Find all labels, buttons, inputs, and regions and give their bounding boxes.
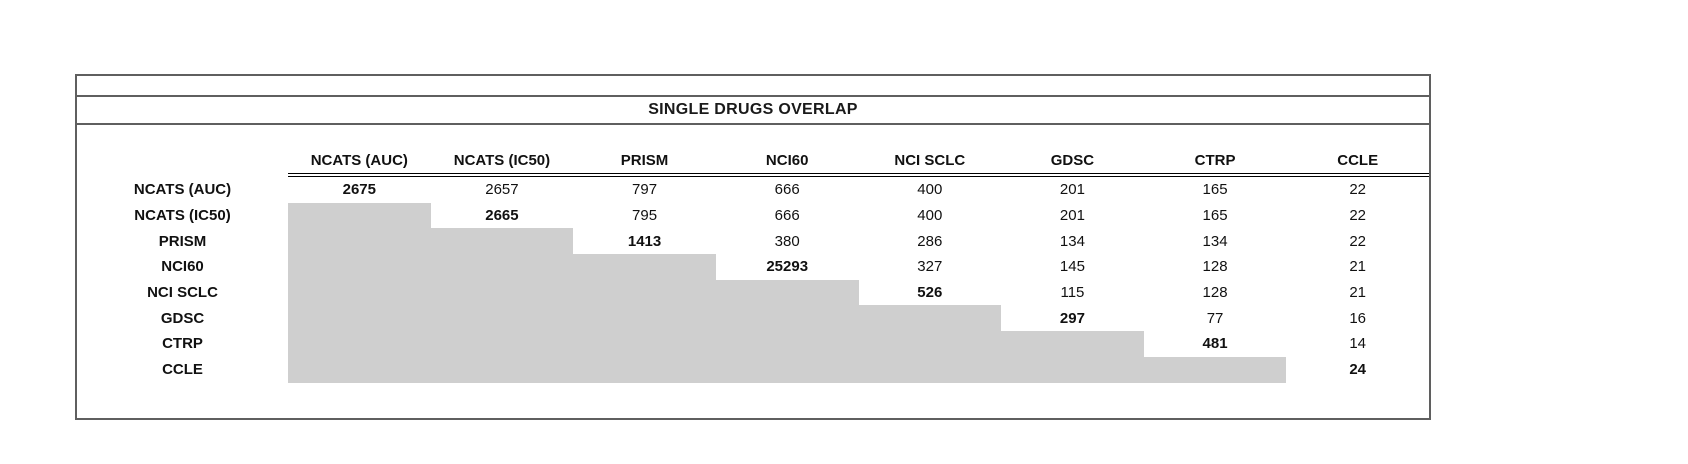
row-label: NCATS (AUC) [133, 181, 232, 199]
matrix-cell [715, 279, 859, 306]
matrix-cell: 22 [1349, 207, 1367, 225]
matrix-cell [1143, 356, 1287, 383]
row-label: PRISM [158, 232, 207, 250]
matrix-cell [573, 305, 716, 332]
matrix-cell [430, 279, 574, 306]
matrix-cell [288, 331, 431, 357]
matrix-cell: 666 [774, 207, 800, 225]
column-header: CTRP [1143, 145, 1287, 177]
table-title: SINGLE DRUGS OVERLAP [648, 101, 858, 118]
matrix-cell: 201 [1059, 207, 1085, 225]
column-header: NCATS (AUC) [288, 145, 431, 177]
matrix-cell [288, 202, 431, 229]
matrix-cell: 1413 [627, 232, 662, 250]
matrix-cell: 24 [1349, 361, 1367, 379]
matrix-cell: 400 [917, 207, 943, 225]
row-label: NCI60 [161, 258, 204, 276]
matrix-cell: 14 [1349, 335, 1367, 353]
matrix-cell [288, 228, 431, 255]
matrix-cell [288, 279, 431, 306]
matrix-cell [573, 279, 716, 306]
matrix-cell [1001, 356, 1144, 383]
matrix-cell [430, 331, 574, 357]
matrix-cell [1001, 331, 1144, 357]
matrix-cell [430, 356, 574, 383]
matrix-cell [573, 331, 716, 357]
overlap-matrix: NCATS (AUC) NCATS (IC50) PRISM NCI60 NCI SCL… [77, 145, 1429, 383]
matrix-cell: 128 [1202, 284, 1228, 302]
matrix-cell: 77 [1206, 309, 1224, 327]
matrix-cell: 797 [632, 181, 658, 199]
matrix-cell: 21 [1349, 284, 1367, 302]
matrix-cell: 16 [1349, 309, 1367, 327]
matrix-cell: 134 [1202, 232, 1228, 250]
row-label: CTRP [162, 335, 203, 353]
matrix-cell [858, 331, 1002, 357]
matrix-cell: 165 [1202, 181, 1228, 199]
matrix-cell [715, 356, 859, 383]
matrix-cell: 2657 [485, 181, 519, 199]
matrix-cell [288, 254, 431, 280]
matrix-cell [288, 356, 431, 383]
table-top-band [77, 76, 1429, 97]
matrix-cell: 2665 [485, 207, 519, 225]
matrix-cell: 165 [1202, 207, 1228, 225]
matrix-cell [573, 356, 716, 383]
matrix-cell: 145 [1059, 258, 1085, 276]
column-header: NCI SCLC [858, 145, 1002, 177]
matrix-cell: 2675 [342, 181, 376, 199]
matrix-cell: 201 [1059, 181, 1085, 199]
matrix-cell [430, 254, 574, 280]
matrix-cell: 666 [774, 181, 800, 199]
matrix-cell: 22 [1349, 181, 1367, 199]
matrix-cell: 115 [1060, 284, 1085, 302]
column-header: NCATS (IC50) [430, 145, 574, 177]
matrix-cell [715, 331, 859, 357]
matrix-cell: 286 [917, 232, 943, 250]
matrix-cell: 481 [1202, 335, 1228, 353]
row-label: NCATS (IC50) [134, 207, 231, 225]
column-header: CCLE [1286, 145, 1429, 177]
table-title-row: SINGLE DRUGS OVERLAP [77, 97, 1429, 125]
matrix-cell [858, 305, 1002, 332]
matrix-cell: 134 [1059, 232, 1085, 250]
matrix-cell: 526 [917, 284, 943, 302]
row-label: GDSC [160, 309, 205, 327]
column-header: NCI60 [715, 145, 859, 177]
matrix-cell [858, 356, 1002, 383]
column-header: GDSC [1001, 145, 1144, 177]
matrix-cell: 795 [632, 207, 658, 225]
matrix-cell: 128 [1202, 258, 1228, 276]
row-label: CCLE [162, 361, 203, 379]
matrix-cell: 297 [1059, 309, 1085, 327]
matrix-cell [288, 305, 431, 332]
matrix-cell: 327 [917, 258, 943, 276]
single-drugs-overlap-table: SINGLE DRUGS OVERLAP NCATS (AUC) NCATS (I… [75, 74, 1431, 420]
matrix-cell [430, 228, 574, 255]
matrix-cell [430, 305, 574, 332]
matrix-cell: 400 [917, 181, 943, 199]
matrix-cell [715, 305, 859, 332]
matrix-cell [573, 254, 716, 280]
matrix-corner-cell [77, 145, 288, 177]
column-header: PRISM [573, 145, 716, 177]
matrix-cell: 21 [1349, 258, 1367, 276]
matrix-cell: 22 [1349, 232, 1367, 250]
row-label: NCI SCLC [147, 284, 218, 302]
matrix-cell: 380 [774, 232, 800, 250]
matrix-cell: 25293 [766, 258, 809, 276]
